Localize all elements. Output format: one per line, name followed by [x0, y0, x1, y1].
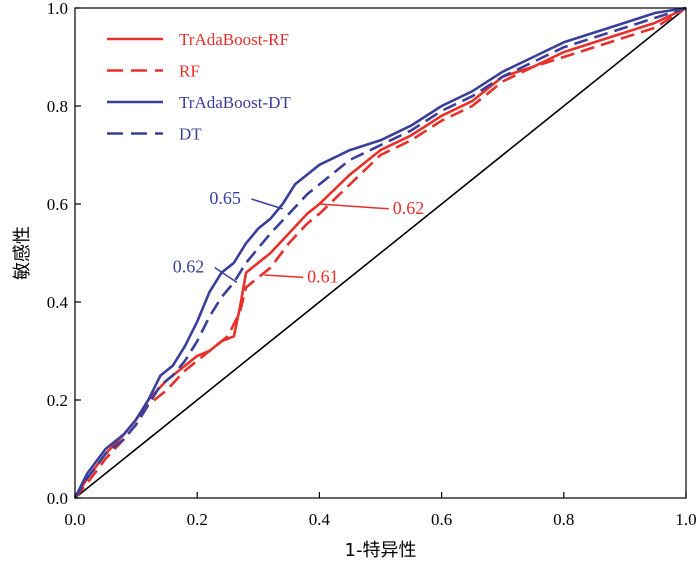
x-tick-label: 1.0 [675, 510, 696, 529]
x-tick-label: 0.2 [187, 510, 208, 529]
legend-label: DT [179, 125, 202, 144]
x-axis-title: 1-特异性 [345, 540, 417, 561]
x-tick-label: 0.6 [431, 510, 452, 529]
annotation-leader-line [214, 266, 238, 284]
reference-diagonal-line [74, 7, 687, 499]
series-line-tradaboost-dt [73, 6, 687, 499]
legend-item-tradaboost-dt: TrAdaBoost-DT [107, 93, 291, 112]
auc-annotation: 0.61 [264, 266, 339, 286]
series-layer [73, 6, 687, 499]
y-tick-label: 0.2 [47, 391, 68, 410]
legend-label: RF [179, 62, 200, 81]
x-tick-label: 0.8 [553, 510, 574, 529]
annotation-label: 0.61 [307, 266, 339, 286]
auc-annotation: 0.62 [173, 257, 238, 284]
y-axis-title: 敏感性 [12, 226, 33, 280]
y-tick-label: 0.8 [47, 97, 68, 116]
x-tick-label: 0.4 [309, 510, 331, 529]
legend: TrAdaBoost-RF RF TrAdaBoost-DT DT [107, 30, 291, 144]
legend-label: TrAdaBoost-RF [179, 30, 289, 49]
ticks-layer: 0.0 0.2 0.4 0.6 0.8 1.0 0.0 0.2 0.4 0.6 0.8 1.0 [47, 0, 697, 529]
annotation-label: 0.62 [393, 198, 425, 218]
auc-annotation: 0.62 [319, 198, 424, 218]
plot-frame [74, 7, 687, 499]
annotation-label: 0.65 [209, 188, 241, 208]
legend-item-dt: DT [107, 125, 202, 144]
annotation-layer: 0.65 0.62 0.62 0.61 [173, 188, 424, 286]
legend-item-tradaboost-rf: TrAdaBoost-RF [107, 30, 289, 49]
reference-diagonal-layer [74, 7, 687, 499]
legend-item-rf: RF [107, 62, 200, 81]
y-tick-label: 1.0 [47, 0, 68, 18]
y-tick-label: 0.6 [47, 195, 68, 214]
annotation-label: 0.62 [173, 257, 205, 277]
annotation-leader-line [251, 198, 283, 210]
y-tick-label: 0.0 [47, 489, 68, 508]
annotation-leader-line [319, 203, 389, 210]
legend-label: TrAdaBoost-DT [179, 93, 291, 112]
y-tick-label: 0.4 [47, 293, 69, 312]
annotation-leader-line [264, 274, 304, 279]
auc-annotation: 0.65 [209, 188, 283, 210]
x-tick-label: 0.0 [64, 510, 85, 529]
